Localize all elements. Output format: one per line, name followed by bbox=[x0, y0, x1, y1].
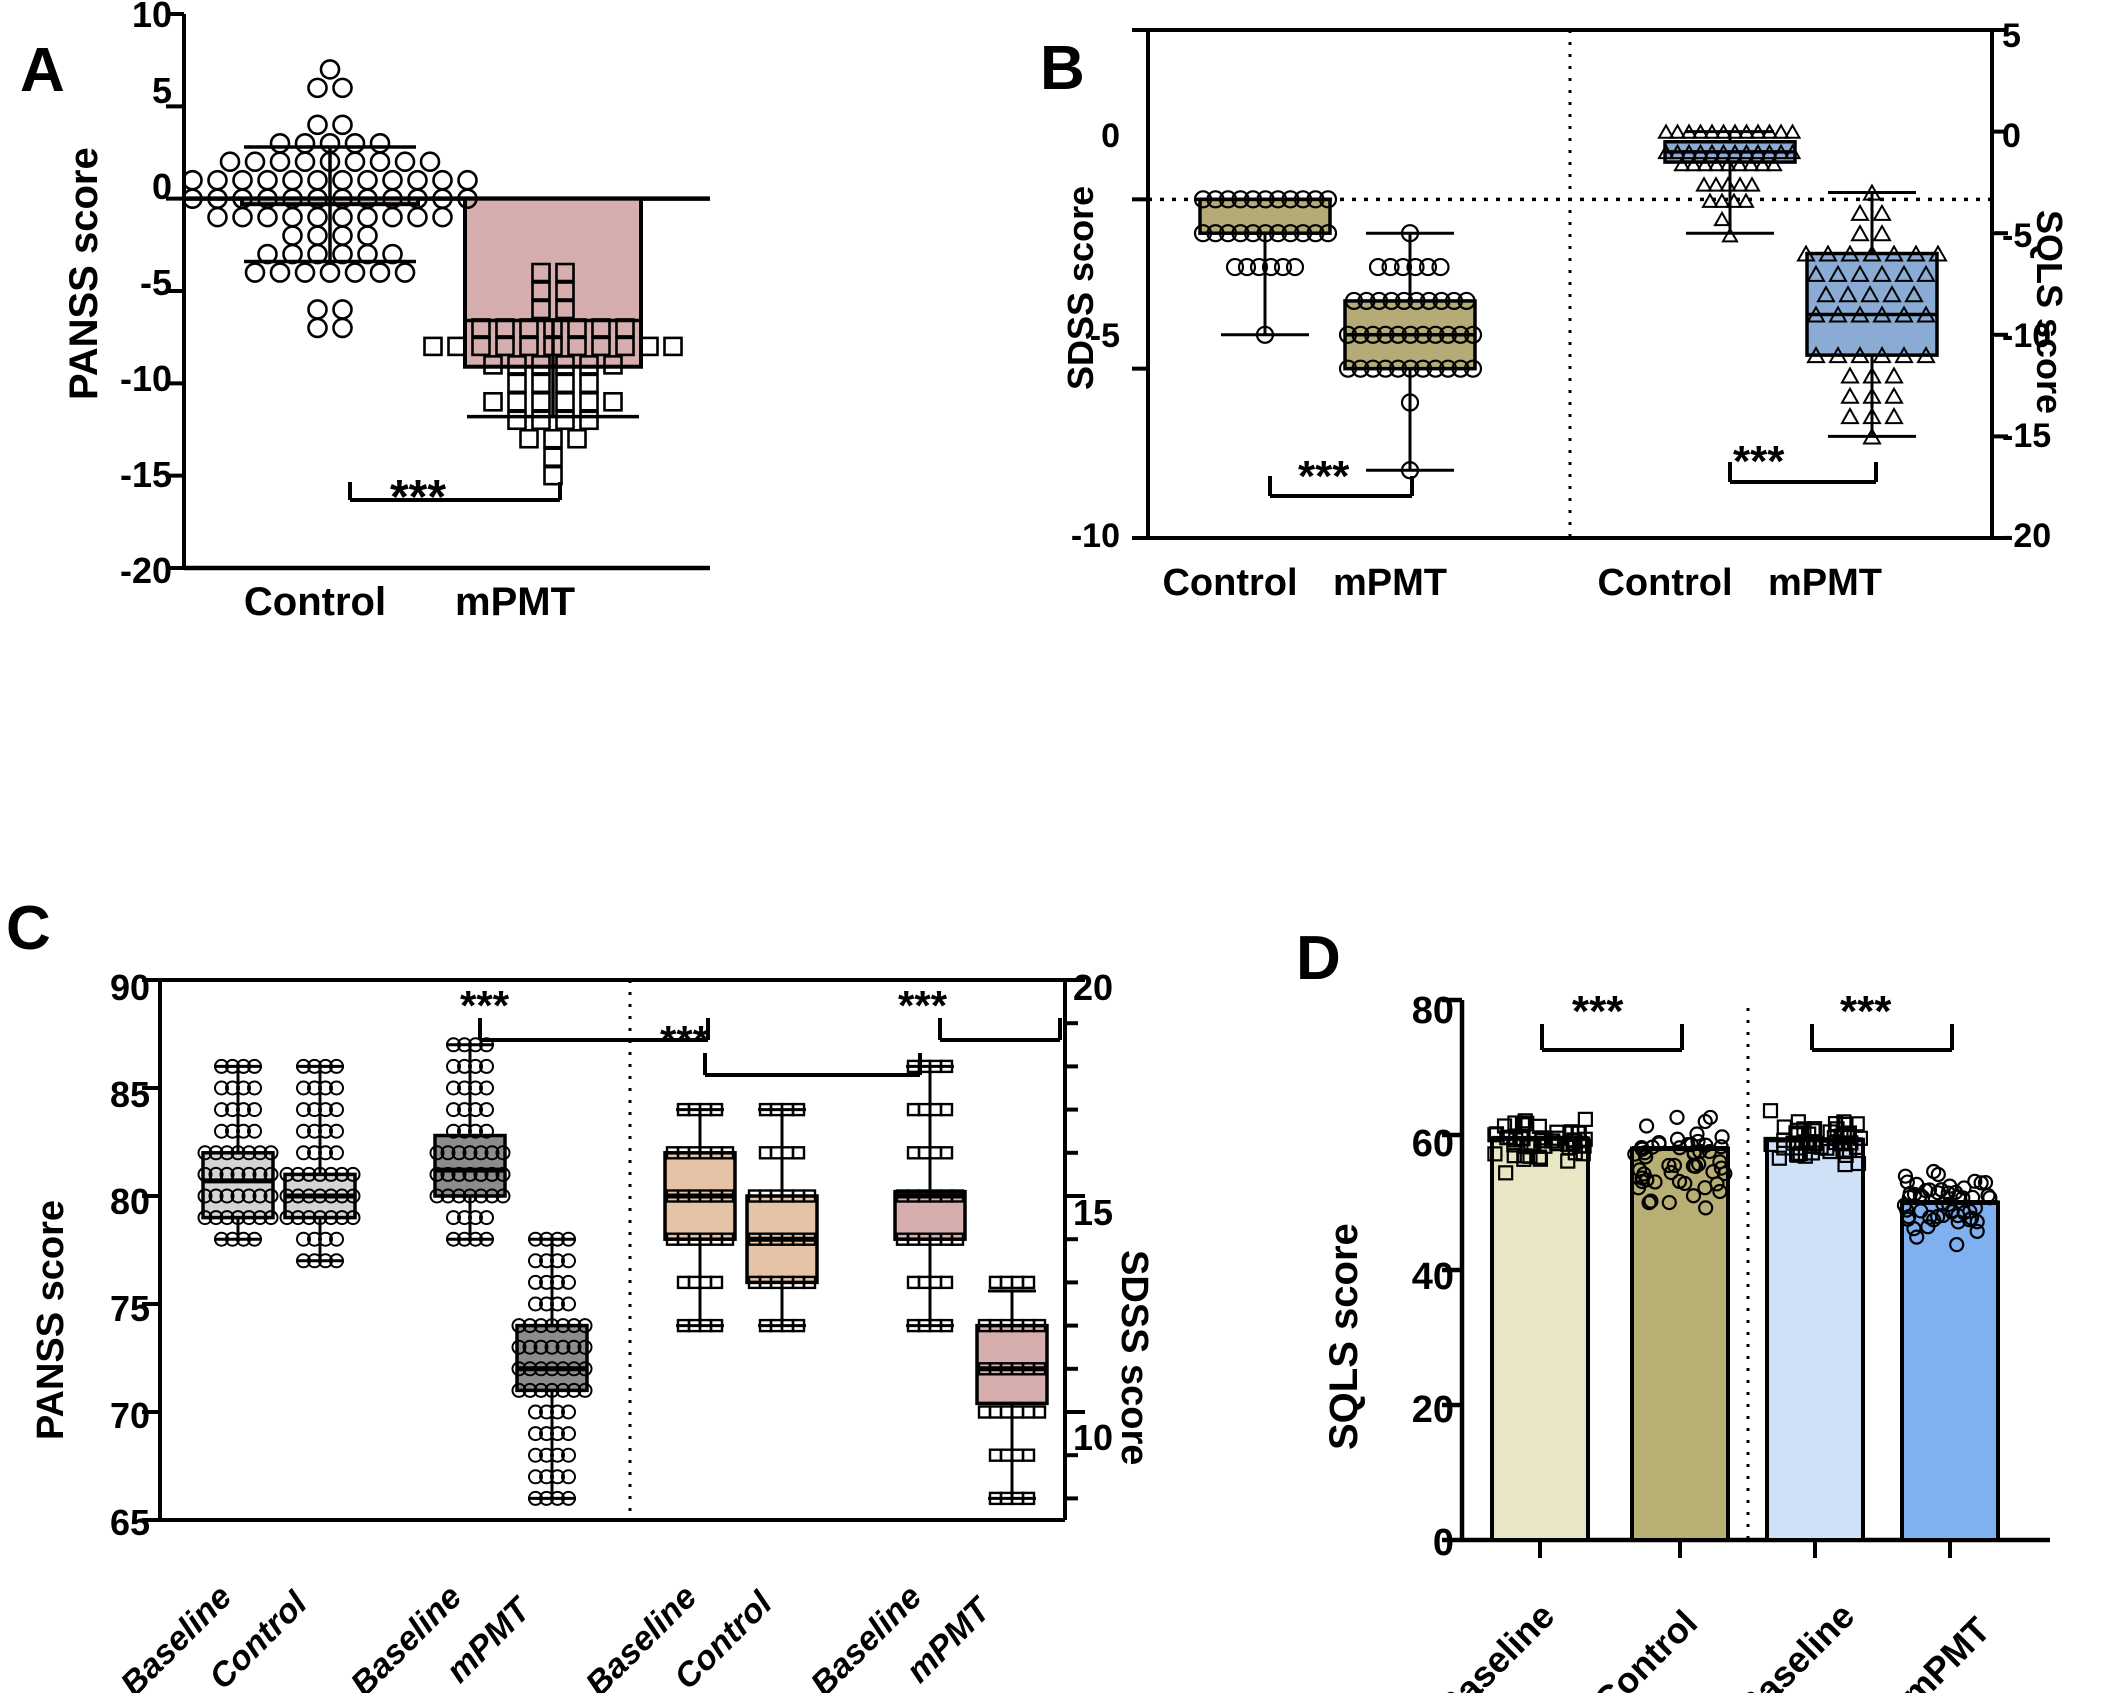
panel-d-significance-0: *** bbox=[1572, 987, 1624, 1036]
panel-a-ytick-5: -15 bbox=[119, 454, 172, 495]
panel-b-xtick-mpmt-1: mPMT bbox=[1333, 562, 1447, 604]
panel-d-ytick-4: 0 bbox=[1432, 1522, 1454, 1564]
panel-b-left-ytick-2: -5 bbox=[1089, 317, 1120, 355]
panel-a-significance: *** bbox=[390, 471, 447, 524]
panel-b-left-ytick-3: -10 bbox=[1070, 517, 1120, 555]
panel-c-left-ytick-3: 75 bbox=[109, 1288, 150, 1329]
panel-b-significance-left: *** bbox=[1298, 452, 1350, 501]
panel-b-right-ytick-0: 5 bbox=[2002, 17, 2021, 55]
panel-a: A PANSS score 10 5 0 -5 -10 -15 -20 Cont… bbox=[0, 0, 760, 640]
panel-c-left-ytick-5: 65 bbox=[109, 1502, 150, 1543]
panel-a-ytick-0: 10 bbox=[131, 0, 172, 35]
panel-c-left-ytick-4: 70 bbox=[109, 1395, 150, 1436]
panel-b-right-ytick-1: 0 bbox=[2002, 117, 2021, 155]
panel-b-right-ytick-2: -5 bbox=[2002, 217, 2033, 255]
panel-d-ytick-2: 40 bbox=[1411, 1256, 1454, 1298]
panel-a-ytick-6: -20 bbox=[119, 550, 172, 591]
panel-c-significance-0: *** bbox=[460, 982, 510, 1029]
panel-d-letter: D bbox=[1296, 924, 1341, 993]
panel-c-left-ytick-1: 85 bbox=[109, 1074, 150, 1115]
panel-b-left-ytick-1: 0 bbox=[1101, 117, 1120, 155]
panel-b-xtick-control-1: Control bbox=[1162, 562, 1298, 604]
panel-d-ytick-1: 60 bbox=[1411, 1123, 1454, 1165]
panel-b: B SDSS score SQLS score 5 0 -5 -10 5 0 -… bbox=[1030, 0, 2107, 640]
panel-c-left-ytick-2: 80 bbox=[109, 1181, 150, 1222]
panel-b-letter: B bbox=[1040, 34, 1085, 103]
panel-c: C PANSS score SDSS score 90 85 80 75 70 … bbox=[0, 880, 1200, 1693]
panel-d-plot bbox=[1442, 997, 2050, 1558]
panel-a-xtick-control: Control bbox=[243, 580, 387, 624]
panel-a-ytick-1: 5 bbox=[151, 70, 172, 111]
panel-d-ytick-0: 80 bbox=[1411, 990, 1454, 1032]
panel-c-right-ytick-0: 20 bbox=[1073, 967, 1114, 1008]
panel-c-left-ytick-0: 90 bbox=[109, 967, 150, 1008]
panel-a-xtick-mpmt: mPMT bbox=[455, 580, 575, 624]
panel-a-ytick-2: 0 bbox=[151, 166, 172, 207]
panel-a-ytick-4: -10 bbox=[119, 358, 172, 399]
panel-a-ytick-3: -5 bbox=[139, 262, 172, 303]
panel-a-letter: A bbox=[20, 36, 65, 105]
panel-c-letter: C bbox=[6, 894, 51, 963]
panel-b-right-ytick-3: -10 bbox=[2002, 317, 2052, 355]
panel-c-right-ytick-2: 10 bbox=[1073, 1417, 1114, 1458]
panel-c-significance-1: *** bbox=[660, 1017, 710, 1064]
panel-b-xtick-mpmt-2: mPMT bbox=[1768, 562, 1882, 604]
panel-b-plot bbox=[1132, 28, 2008, 540]
panel-a-plot bbox=[166, 12, 710, 571]
panel-b-significance-right: *** bbox=[1733, 437, 1785, 486]
panel-d: D SQLS score 80 60 40 20 0 Baseline Cont… bbox=[1250, 880, 2107, 1693]
panel-b-right-ytick-4: -15 bbox=[2002, 417, 2052, 455]
panel-c-significance-2: *** bbox=[898, 982, 948, 1029]
panel-b-xtick-control-2: Control bbox=[1597, 562, 1733, 604]
panel-d-significance-1: *** bbox=[1840, 987, 1892, 1036]
panel-d-ytick-3: 20 bbox=[1411, 1389, 1454, 1431]
panel-b-right-ytick-5: -20 bbox=[2002, 517, 2052, 555]
panel-c-right-ytick-1: 15 bbox=[1073, 1192, 1114, 1233]
panel-c-plot bbox=[142, 978, 1085, 1522]
